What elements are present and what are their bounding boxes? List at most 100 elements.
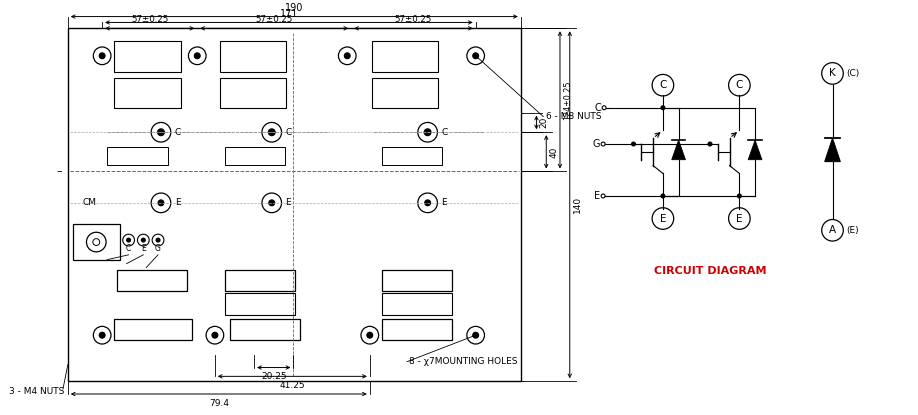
Text: 41.25: 41.25 (279, 381, 305, 390)
Circle shape (188, 47, 206, 65)
Bar (219, 78, 286, 108)
Circle shape (127, 238, 130, 242)
Polygon shape (824, 138, 840, 162)
Bar (372, 78, 439, 108)
Circle shape (425, 200, 431, 206)
Circle shape (151, 193, 171, 212)
Text: E: E (660, 214, 666, 224)
Text: 6 - M8 NUTS: 6 - M8 NUTS (546, 112, 602, 121)
Circle shape (195, 53, 200, 59)
Circle shape (344, 53, 350, 59)
Text: C: C (285, 128, 292, 137)
Bar (107, 147, 168, 165)
Text: C: C (659, 80, 666, 90)
Circle shape (473, 332, 478, 338)
Circle shape (268, 129, 275, 136)
Circle shape (94, 326, 111, 344)
Text: C: C (174, 128, 181, 137)
Bar (372, 41, 439, 73)
Text: C: C (126, 244, 131, 254)
Bar (382, 293, 453, 315)
Bar (382, 319, 453, 340)
Text: E: E (174, 198, 180, 208)
Bar (219, 41, 286, 73)
Bar (114, 41, 181, 73)
Text: (E): (E) (846, 226, 859, 235)
Text: 79.4: 79.4 (208, 399, 229, 408)
Bar (114, 78, 181, 108)
Circle shape (418, 193, 438, 212)
Polygon shape (748, 140, 762, 160)
Circle shape (269, 200, 274, 206)
Text: E: E (442, 198, 447, 208)
Circle shape (86, 232, 106, 252)
Bar (230, 319, 300, 340)
Circle shape (467, 326, 485, 344)
Circle shape (737, 194, 742, 198)
Circle shape (141, 238, 145, 242)
Text: 171: 171 (280, 9, 298, 19)
Circle shape (158, 200, 164, 206)
Circle shape (361, 326, 378, 344)
Circle shape (156, 238, 160, 242)
Circle shape (152, 234, 164, 246)
Text: 8 - χ7MOUNTING HOLES: 8 - χ7MOUNTING HOLES (409, 357, 518, 366)
Circle shape (708, 142, 712, 146)
Circle shape (822, 63, 844, 84)
Text: G: G (155, 244, 161, 254)
Circle shape (262, 122, 282, 142)
Text: E: E (736, 214, 743, 224)
Circle shape (212, 332, 218, 338)
Circle shape (729, 208, 750, 229)
Text: –: – (56, 166, 62, 176)
Text: 20.25: 20.25 (261, 372, 286, 381)
Bar (73, 225, 120, 260)
Circle shape (123, 234, 135, 246)
Text: K: K (829, 68, 836, 78)
Circle shape (632, 142, 635, 146)
Bar (382, 147, 442, 165)
Text: 57±0.25: 57±0.25 (131, 15, 168, 24)
Text: 20: 20 (540, 117, 548, 128)
Text: C: C (594, 103, 601, 113)
Circle shape (94, 47, 111, 65)
Text: E: E (141, 244, 146, 254)
Text: A: A (829, 225, 836, 235)
Circle shape (138, 234, 150, 246)
Bar (225, 293, 296, 315)
Circle shape (93, 239, 100, 246)
Circle shape (339, 47, 356, 65)
Text: 40: 40 (549, 146, 558, 158)
Circle shape (367, 332, 373, 338)
Circle shape (424, 129, 431, 136)
Circle shape (206, 326, 224, 344)
Text: 140: 140 (573, 196, 582, 213)
Bar (114, 319, 193, 340)
Bar (225, 147, 285, 165)
Circle shape (262, 193, 282, 212)
Text: 3 - M4 NUTS: 3 - M4 NUTS (9, 386, 64, 395)
Circle shape (729, 74, 750, 96)
Text: 124±0.25: 124±0.25 (563, 80, 572, 120)
Circle shape (661, 194, 665, 198)
Circle shape (652, 74, 674, 96)
Text: 57±0.25: 57±0.25 (255, 15, 293, 24)
Text: 190: 190 (285, 2, 304, 12)
Circle shape (151, 122, 171, 142)
Circle shape (158, 129, 164, 136)
Circle shape (822, 220, 844, 241)
Text: E: E (285, 198, 291, 208)
Text: (C): (C) (846, 69, 859, 78)
Circle shape (99, 332, 105, 338)
Bar (225, 269, 296, 291)
Text: C: C (442, 128, 448, 137)
Circle shape (473, 53, 478, 59)
Text: CIRCUIT DIAGRAM: CIRCUIT DIAGRAM (654, 266, 767, 276)
Text: G: G (593, 139, 600, 149)
Bar (68, 28, 521, 381)
Text: C: C (735, 80, 743, 90)
Circle shape (99, 53, 105, 59)
Text: E: E (594, 191, 600, 201)
Text: CM: CM (83, 198, 96, 208)
Circle shape (418, 122, 438, 142)
